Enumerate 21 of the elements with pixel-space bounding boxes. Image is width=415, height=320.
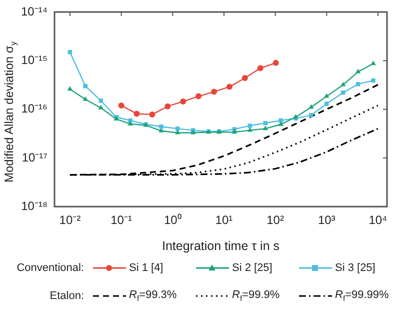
y-tick-label: 10⁻¹⁶ (21, 102, 48, 116)
x-tick-label: 10¹ (215, 213, 233, 228)
legend-label: Si 1 [4] (129, 262, 164, 274)
y-tick-label: 10⁻¹⁷ (22, 150, 48, 164)
legend-label: R$_{f}$=99.3% (129, 288, 177, 304)
x-tick-label: 10⁻¹ (110, 213, 132, 228)
y-tick-label: 10⁻¹⁴ (21, 4, 48, 18)
text: Etalon: (48, 290, 85, 302)
x-tick-label: 10⁻² (59, 213, 81, 228)
text: Conventional: (16, 262, 85, 274)
legend-label: R$_{f}$=99.99% (335, 288, 389, 304)
x-axis-title: Integration time τ in s (162, 238, 280, 253)
x-tick-label: 10⁰ (164, 213, 182, 228)
legend-label: Si 3 [25] (335, 262, 376, 274)
legend-label: R$_{f}$=99.9% (232, 288, 280, 304)
x-tick-label: 10⁴ (368, 213, 388, 228)
x-tick-label: 10³ (318, 213, 336, 228)
y-tick-label: 10⁻¹⁵ (21, 52, 48, 67)
y-tick-label: 10⁻¹⁸ (21, 198, 48, 213)
legend-label: Si 2 [25] (232, 262, 272, 274)
x-tick-label: 10² (266, 213, 284, 228)
